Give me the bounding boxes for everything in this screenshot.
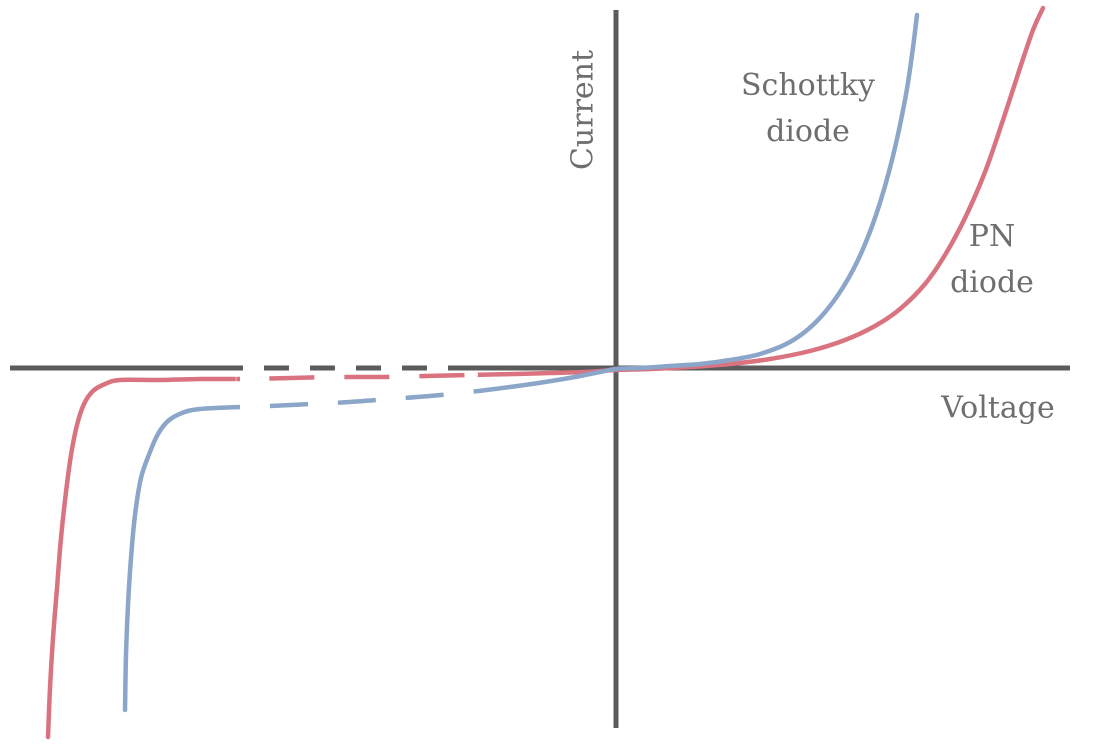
schottky-diode-label-line2: diode [766,114,850,149]
x-axis-label: Voltage [941,390,1055,426]
schottky-diode-curve [122,12,920,713]
schottky-diode-label: Schottky diode [741,63,875,155]
y-axis-label: Current [565,49,601,171]
pn-diode-label: PN diode [950,214,1034,306]
pn-diode-curve [45,5,1046,740]
pn-diode-break-dashes [235,370,478,384]
pn-diode-label-line2: diode [950,265,1034,300]
schottky-diode-label-line1: Schottky [741,68,875,103]
schottky-diode-break-dashes [239,385,491,411]
pn-diode-label-line1: PN [968,219,1016,254]
